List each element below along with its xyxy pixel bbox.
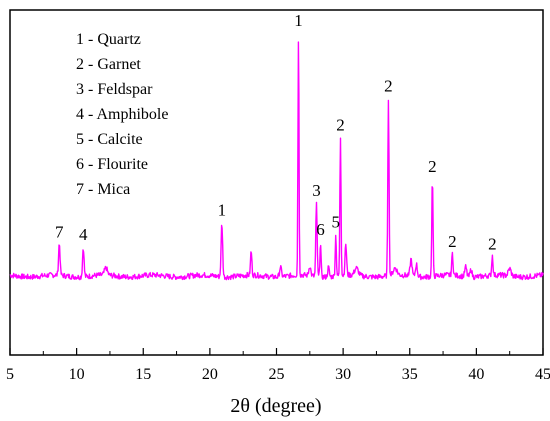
- peak-label: 6: [316, 220, 325, 239]
- x-axis-label: 2θ (degree): [230, 395, 321, 417]
- peak-label: 2: [336, 115, 345, 134]
- peak-label: 1: [294, 11, 303, 30]
- x-axis-tick-labels: 5 10 15 20 25 30 35 40 45: [6, 366, 550, 383]
- peak-label: 7: [55, 222, 64, 241]
- x-tick-label: 20: [202, 366, 218, 383]
- peak-label: 3: [312, 181, 321, 200]
- peak-annotations: 7 4 1 1 3 6 5 2 2 2 2 2: [55, 11, 497, 254]
- peak-label: 2: [488, 235, 497, 254]
- x-tick-label: 30: [335, 366, 351, 383]
- peak-label: 2: [384, 77, 393, 96]
- legend-entry: 3 - Feldspar: [76, 81, 153, 98]
- peak-label: 4: [79, 225, 88, 244]
- legend-entry: 6 - Flourite: [76, 156, 148, 173]
- x-tick-label: 5: [6, 366, 14, 383]
- peak-label: 1: [218, 201, 227, 220]
- peak-label: 5: [332, 213, 341, 232]
- x-tick-label: 40: [468, 366, 484, 383]
- x-tick-label: 45: [535, 366, 550, 383]
- x-tick-label: 15: [135, 366, 151, 383]
- legend-entry: 4 - Amphibole: [76, 106, 168, 123]
- legend-entry: 7 - Mica: [76, 181, 130, 198]
- legend-entry: 1 - Quartz: [76, 31, 141, 48]
- legend-entry: 5 - Calcite: [76, 131, 143, 148]
- legend-entry: 2 - Garnet: [76, 56, 141, 73]
- mineral-legend: 1 - Quartz 2 - Garnet 3 - Feldspar 4 - Amph…: [76, 31, 168, 198]
- xrd-intensity-line: [9, 41, 544, 281]
- x-tick-label: 10: [69, 366, 85, 383]
- x-tick-label: 35: [402, 366, 418, 383]
- x-axis-ticks: [9, 348, 544, 355]
- peak-label: 2: [448, 232, 457, 251]
- peak-label: 2: [428, 157, 437, 176]
- x-tick-label: 25: [269, 366, 285, 383]
